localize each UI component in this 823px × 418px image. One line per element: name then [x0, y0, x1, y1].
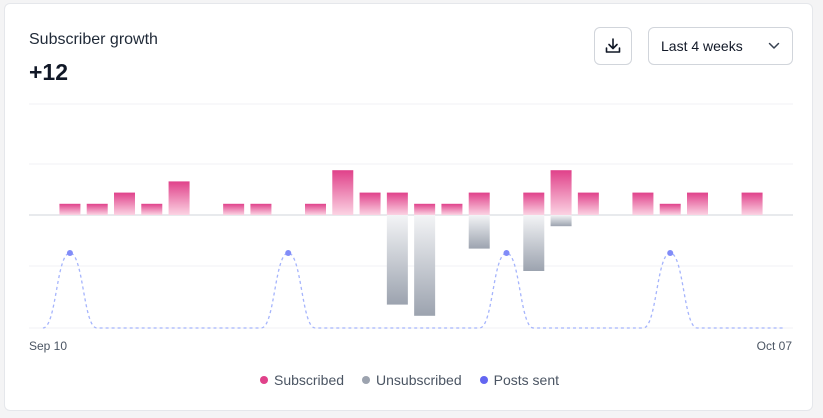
subscribed-bar — [687, 192, 708, 215]
unsubscribed-bar — [386, 215, 408, 305]
subscribed-bar — [414, 203, 436, 215]
unsubscribed-bar — [550, 215, 572, 227]
subscribed-bar — [223, 203, 245, 215]
date-range-select[interactable]: Last 4 weeks — [648, 27, 793, 65]
unsubscribed-bar — [414, 215, 436, 316]
subscribed-bar — [577, 192, 599, 215]
subscribed-bar — [659, 203, 681, 215]
subscribed-bar — [386, 192, 408, 215]
chart-legend: Subscribed Unsubscribed Posts sent — [5, 372, 814, 388]
subscribed-bar — [141, 203, 163, 215]
subscribed-bar — [250, 203, 272, 215]
x-axis-start-label: Sep 10 — [29, 339, 68, 353]
subscribed-bar — [86, 203, 108, 215]
download-icon — [605, 38, 621, 53]
subscribed-bar — [59, 203, 81, 215]
date-range-value: Last 4 weeks — [661, 38, 743, 54]
posts-sent-point — [667, 250, 674, 256]
subscribed-bar — [305, 203, 326, 215]
legend-label-posts-sent: Posts sent — [493, 372, 560, 388]
legend-label-unsubscribed: Unsubscribed — [376, 372, 462, 388]
subscribed-bar — [550, 170, 572, 215]
legend-dot-posts-sent — [479, 376, 488, 384]
unsubscribed-bar — [468, 215, 490, 249]
posts-sent-point — [285, 250, 292, 256]
chevron-down-icon — [768, 42, 780, 49]
subscriber-chart — [29, 103, 793, 329]
legend-unsubscribed: Unsubscribed — [362, 372, 462, 388]
legend-subscribed: Subscribed — [259, 372, 345, 388]
unsubscribed-bar — [523, 215, 545, 271]
card-title: Subscriber growth — [29, 31, 158, 48]
legend-dot-subscribed — [259, 376, 268, 384]
legend-label-subscribed: Subscribed — [273, 372, 345, 388]
download-button[interactable] — [594, 27, 632, 65]
legend-posts-sent: Posts sent — [479, 372, 560, 388]
posts-sent-line — [42, 252, 783, 329]
posts-sent-point — [66, 250, 73, 256]
legend-dot-unsubscribed — [362, 376, 371, 384]
subscribed-bar — [468, 192, 490, 215]
subscribed-bar — [168, 181, 190, 215]
subscribed-bar — [332, 170, 354, 215]
posts-sent-point — [503, 250, 510, 256]
subscribed-bar — [114, 192, 135, 215]
x-axis-end-label: Oct 07 — [756, 339, 792, 353]
subscriber-growth-card: Subscriber growth +12 Last 4 weeks Sep 1 — [4, 3, 813, 411]
subscribed-bar — [741, 192, 763, 215]
subscribed-bar — [523, 192, 545, 215]
subscribed-bar — [632, 192, 654, 215]
growth-total: +12 — [29, 59, 69, 85]
subscribed-bar — [441, 203, 463, 215]
subscribed-bar — [359, 192, 381, 215]
